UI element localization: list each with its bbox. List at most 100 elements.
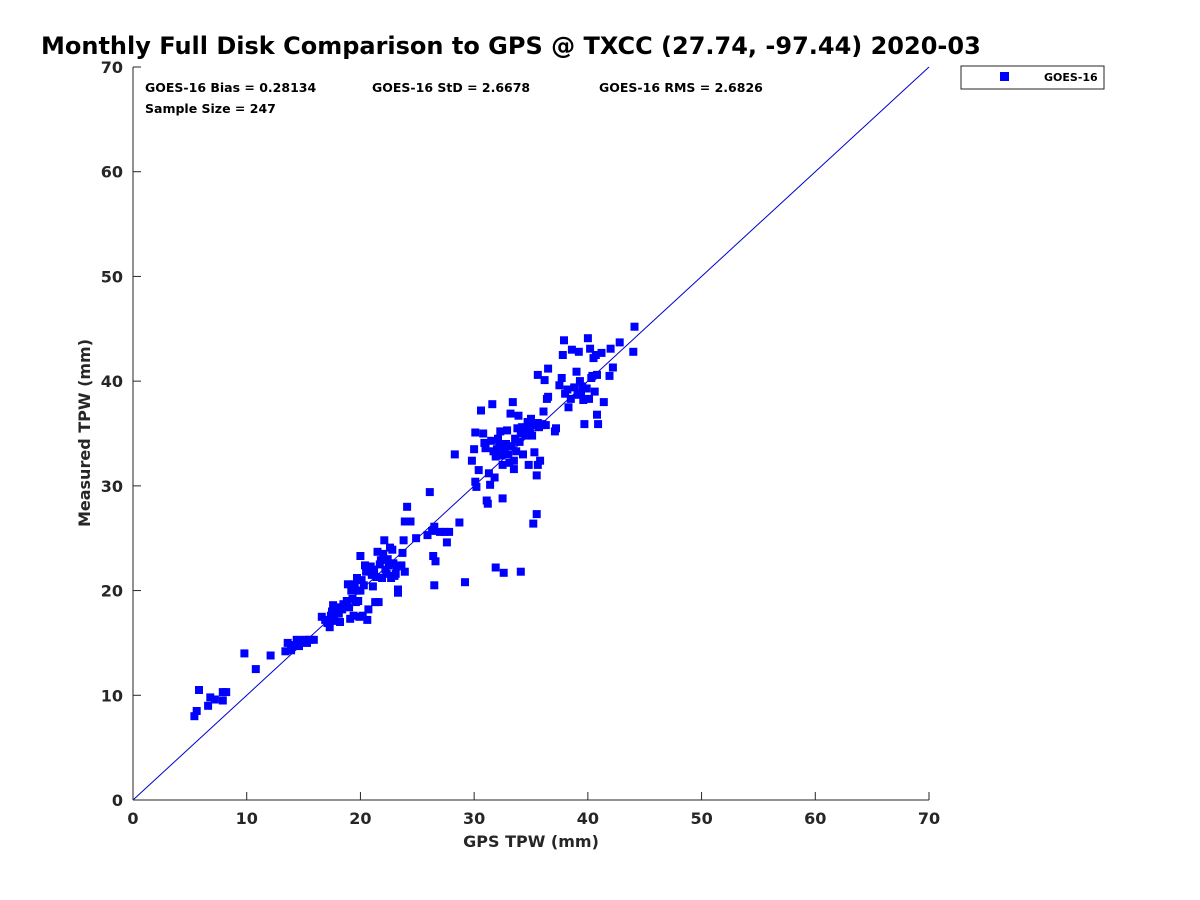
data-point: [500, 445, 509, 454]
data-point: [483, 499, 492, 508]
data-point: [605, 371, 614, 380]
data-point: [499, 568, 508, 577]
data-point: [381, 565, 390, 574]
data-point: [564, 403, 573, 412]
data-point: [429, 552, 438, 560]
data-point: [507, 442, 516, 451]
data-point: [491, 452, 500, 461]
data-point: [474, 466, 483, 475]
data-point: [495, 442, 504, 451]
data-point: [578, 382, 587, 391]
data-point: [586, 344, 595, 353]
data-point: [490, 473, 499, 482]
data-point: [353, 574, 361, 582]
data-point: [218, 696, 227, 705]
data-point: [467, 456, 476, 465]
data-point: [491, 563, 500, 572]
data-points-layer: [190, 322, 639, 721]
data-point: [328, 607, 336, 616]
data-point: [580, 420, 589, 429]
data-point: [487, 436, 496, 445]
data-point: [206, 693, 215, 702]
data-point: [289, 641, 298, 649]
data-point: [583, 334, 592, 343]
data-point: [309, 635, 318, 644]
data-point: [445, 527, 454, 536]
data-point: [599, 398, 608, 407]
x-tick-label: 70: [918, 809, 940, 828]
data-point: [436, 527, 444, 536]
data-point: [516, 567, 525, 576]
data-point: [567, 345, 576, 354]
data-point: [204, 701, 213, 710]
x-tick-label: 10: [236, 809, 258, 828]
data-point: [281, 647, 290, 656]
y-tick-label: 40: [101, 372, 123, 391]
data-point: [372, 573, 381, 581]
data-point: [423, 531, 432, 540]
x-ticks-layer: 0 10 20 30 40 50 60 70: [127, 792, 940, 828]
data-point: [380, 536, 389, 545]
data-point: [391, 569, 400, 578]
data-point: [498, 494, 507, 503]
data-point: [540, 376, 549, 385]
x-tick-label: 60: [804, 809, 826, 828]
data-point: [403, 502, 412, 511]
data-point: [350, 580, 359, 589]
data-point: [345, 603, 354, 612]
data-point: [334, 609, 343, 618]
data-point: [338, 605, 347, 614]
data-point: [509, 456, 518, 465]
data-point: [347, 586, 356, 595]
data-point: [440, 527, 449, 536]
data-point: [525, 424, 534, 433]
data-point: [630, 322, 639, 331]
data-point: [512, 447, 521, 456]
std-stat: GOES-16 StD = 2.6678: [372, 80, 530, 95]
data-point: [455, 518, 464, 527]
data-point: [544, 364, 553, 373]
x-tick-label: 20: [349, 809, 371, 828]
data-point: [528, 431, 537, 440]
data-point: [362, 567, 371, 576]
data-point: [515, 437, 524, 446]
data-point: [266, 651, 275, 660]
data-point: [477, 406, 485, 415]
y-ticks-layer: 0 10 20 30 40 50 60 70: [101, 58, 141, 810]
data-point: [570, 383, 579, 392]
data-point: [363, 615, 372, 624]
data-point: [336, 618, 344, 626]
data-point: [472, 482, 481, 491]
data-point: [555, 381, 564, 390]
data-point: [486, 480, 495, 489]
data-point: [608, 363, 617, 372]
data-point: [382, 569, 391, 578]
x-axis-label: GPS TPW (mm): [463, 832, 599, 851]
data-point: [502, 440, 510, 448]
axes-layer: [132, 67, 929, 801]
data-point: [397, 561, 406, 570]
data-point: [357, 576, 366, 585]
data-point: [471, 477, 480, 486]
data-point: [521, 431, 530, 440]
data-point: [560, 336, 568, 345]
data-point: [529, 519, 538, 528]
data-point: [240, 649, 249, 658]
data-point: [527, 414, 535, 423]
data-point: [558, 351, 567, 359]
data-point: [430, 522, 439, 531]
y-axis-label: Measured TPW (mm): [75, 339, 94, 527]
data-point: [305, 635, 314, 644]
data-point: [561, 389, 570, 398]
data-point: [514, 411, 523, 420]
data-point: [585, 394, 593, 403]
data-point: [378, 574, 386, 582]
data-point: [541, 421, 550, 430]
data-point: [326, 611, 335, 620]
data-point: [379, 549, 388, 558]
data-point: [498, 460, 507, 469]
data-point: [412, 534, 421, 543]
data-point: [373, 547, 382, 556]
data-point: [383, 555, 392, 564]
data-point: [516, 429, 525, 438]
